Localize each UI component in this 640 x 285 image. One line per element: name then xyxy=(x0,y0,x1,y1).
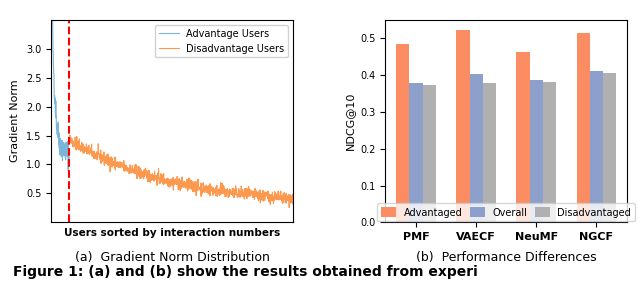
Bar xyxy=(577,33,589,222)
X-axis label: Users sorted by interaction numbers: Users sorted by interaction numbers xyxy=(64,228,280,238)
Bar xyxy=(396,44,410,222)
Text: (b)  Performance Differences: (b) Performance Differences xyxy=(416,251,596,264)
Bar xyxy=(483,83,496,222)
Legend: Advantage Users, Disadvantage Users: Advantage Users, Disadvantage Users xyxy=(156,25,289,58)
Bar xyxy=(603,73,616,222)
Bar xyxy=(516,52,530,222)
Legend: Advantaged, Overall, Disadvantaged: Advantaged, Overall, Disadvantaged xyxy=(378,203,635,221)
Text: (a)  Gradient Norm Distribution: (a) Gradient Norm Distribution xyxy=(75,251,269,264)
Text: Figure 1: (a) and (b) show the results obtained from experi: Figure 1: (a) and (b) show the results o… xyxy=(13,265,477,279)
Bar xyxy=(530,80,543,222)
Y-axis label: Gradient Norm: Gradient Norm xyxy=(10,80,20,162)
Bar xyxy=(543,82,556,222)
Bar xyxy=(470,74,483,222)
Bar xyxy=(422,86,436,222)
Y-axis label: NDCG@10: NDCG@10 xyxy=(344,92,355,150)
Bar xyxy=(410,83,422,222)
Bar xyxy=(589,72,603,222)
Bar xyxy=(456,30,470,222)
